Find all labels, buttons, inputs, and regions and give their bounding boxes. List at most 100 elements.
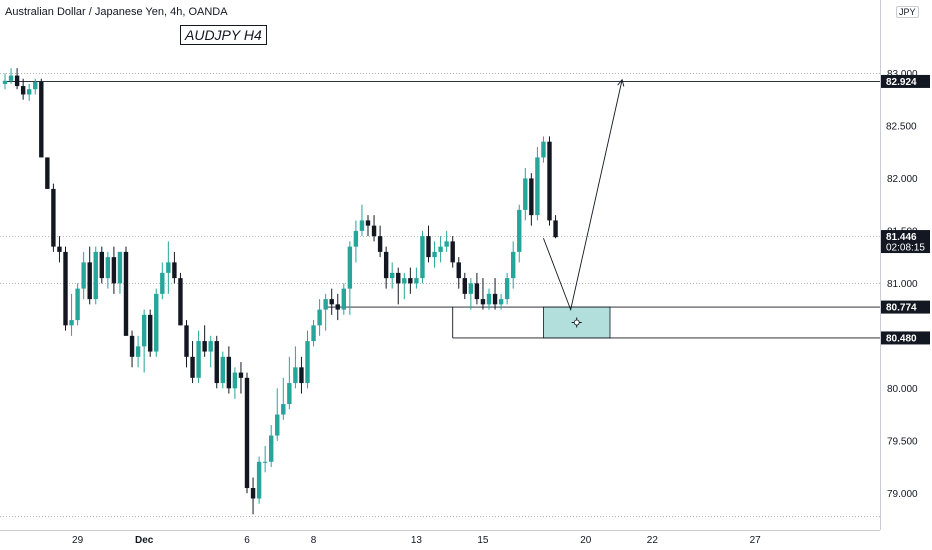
x-tick-label-3: 8 [311, 535, 317, 546]
candle-body-68 [414, 278, 419, 284]
candle-body-81 [492, 293, 498, 305]
candle-body-37 [226, 356, 232, 389]
candle-body-76 [462, 278, 467, 294]
candle-body-70 [426, 236, 431, 258]
candle-body-53 [323, 299, 328, 310]
candle-body-32 [196, 341, 201, 378]
candle-body-31 [190, 356, 195, 378]
candle-body-65 [396, 272, 401, 284]
y-tick-label-1: 82.000 [887, 174, 918, 185]
candle-body-14 [87, 262, 92, 300]
candle-body-27 [166, 262, 171, 273]
move-handle-center [573, 319, 580, 326]
candle-body-85 [517, 209, 522, 252]
currency-badge[interactable]: JPY [896, 6, 919, 18]
candle-body-4 [27, 89, 32, 95]
candle-body-26 [160, 272, 165, 294]
y-tick-label-6: 79.000 [887, 489, 918, 500]
candle-body-54 [329, 299, 334, 305]
price-tag-label-1: 82.500 [886, 121, 917, 132]
x-tick-label-4: 13 [411, 535, 423, 546]
candle-body-3 [20, 86, 26, 95]
candle-body-41 [250, 488, 256, 499]
candle-body-58 [353, 230, 359, 247]
candle-body-30 [184, 325, 189, 357]
candle-body-13 [81, 262, 86, 289]
candle-body-88 [535, 157, 540, 216]
price-tag-label-3: 80.774 [886, 303, 917, 314]
candle-body-22 [135, 346, 141, 357]
price-tag-label-0: 82.924 [886, 77, 917, 88]
candle-body-52 [317, 309, 322, 326]
candle-body-7 [45, 157, 50, 189]
candle-body-12 [75, 288, 80, 321]
y-tick-label-5: 79.500 [887, 436, 918, 447]
candle-body-24 [148, 314, 153, 352]
symbol-legend: Australian Dollar / Japanese Yen, 4h, OA… [5, 6, 228, 18]
candle-body-45 [275, 414, 280, 436]
price-tag-bg-4 [881, 331, 930, 345]
candle-body-43 [262, 461, 268, 463]
candle-body-28 [172, 262, 177, 279]
candle-body-62 [377, 236, 383, 252]
price-tag-label-4: 80.480 [886, 333, 917, 344]
candle-body-86 [523, 178, 528, 210]
candle-body-78 [474, 283, 480, 300]
candle-body-79 [480, 299, 486, 305]
candle-body-6 [39, 81, 44, 158]
candle-body-2 [14, 75, 20, 87]
candle-body-18 [111, 257, 117, 284]
candle-body-21 [129, 335, 135, 357]
candle-body-56 [341, 288, 346, 310]
candle-body-29 [178, 278, 183, 326]
candle-body-46 [281, 404, 286, 415]
candle-body-82 [498, 299, 504, 305]
x-tick-label-1: Dec [135, 535, 154, 546]
candle-body-47 [287, 383, 292, 405]
candle-body-36 [220, 356, 225, 384]
candle-body-69 [420, 236, 425, 279]
candle-body-16 [99, 251, 104, 279]
x-tick-label-8: 27 [750, 535, 762, 546]
candle-body-90 [547, 141, 552, 221]
candle-body-55 [335, 304, 340, 310]
candle-body-91 [553, 220, 558, 238]
candle-body-19 [117, 251, 123, 284]
candle-body-89 [541, 141, 546, 158]
candle-body-17 [105, 257, 111, 279]
candle-body-84 [511, 251, 516, 279]
x-tick-label-5: 15 [477, 535, 489, 546]
candle-body-63 [383, 251, 389, 279]
candle-body-71 [432, 251, 437, 258]
candle-body-15 [93, 251, 98, 300]
candle-body-59 [359, 220, 365, 231]
candle-body-20 [123, 251, 129, 336]
candle-body-23 [141, 314, 147, 347]
x-tick-label-7: 22 [647, 535, 659, 546]
price-tag-bg-0 [881, 74, 930, 88]
candle-body-44 [269, 435, 274, 462]
candle-body-39 [238, 372, 244, 378]
candle-body-9 [57, 246, 62, 252]
candle-body-60 [365, 220, 371, 226]
price-tag-countdown: 02:08:15 [886, 243, 925, 254]
candle-body-75 [456, 262, 461, 279]
price-tag-bg-2 [881, 230, 930, 254]
price-tag-bg-1 [881, 119, 930, 133]
candle-body-1 [8, 75, 14, 81]
candle-body-42 [256, 461, 262, 499]
candle-body-51 [311, 325, 316, 342]
arrow-head-icon [617, 78, 625, 87]
candle-body-50 [305, 341, 310, 384]
candle-body-48 [293, 367, 298, 384]
y-tick-label-3: 81.000 [887, 279, 918, 290]
candle-body-66 [402, 278, 407, 284]
candle-body-61 [371, 225, 377, 237]
candle-body-67 [408, 278, 413, 284]
candle-body-0 [2, 80, 8, 84]
candle-body-72 [438, 246, 443, 252]
price-tag-bg-3 [881, 300, 930, 314]
candle-body-5 [33, 81, 38, 90]
candle-body-25 [154, 293, 159, 352]
